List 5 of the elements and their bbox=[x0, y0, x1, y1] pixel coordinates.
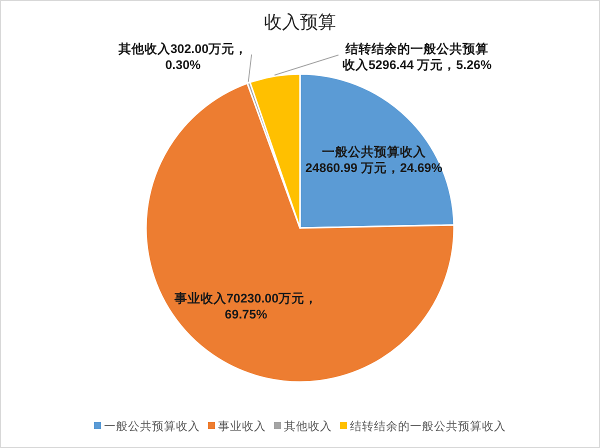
legend-label: 一般公共预算收入 bbox=[104, 419, 200, 433]
title: 收入预算 bbox=[264, 12, 336, 32]
legend-label: 结转结余的一般公共预算收入 bbox=[350, 419, 506, 433]
legend-label: 其他收入 bbox=[284, 419, 332, 433]
legend-label: 事业收入 bbox=[218, 419, 266, 433]
